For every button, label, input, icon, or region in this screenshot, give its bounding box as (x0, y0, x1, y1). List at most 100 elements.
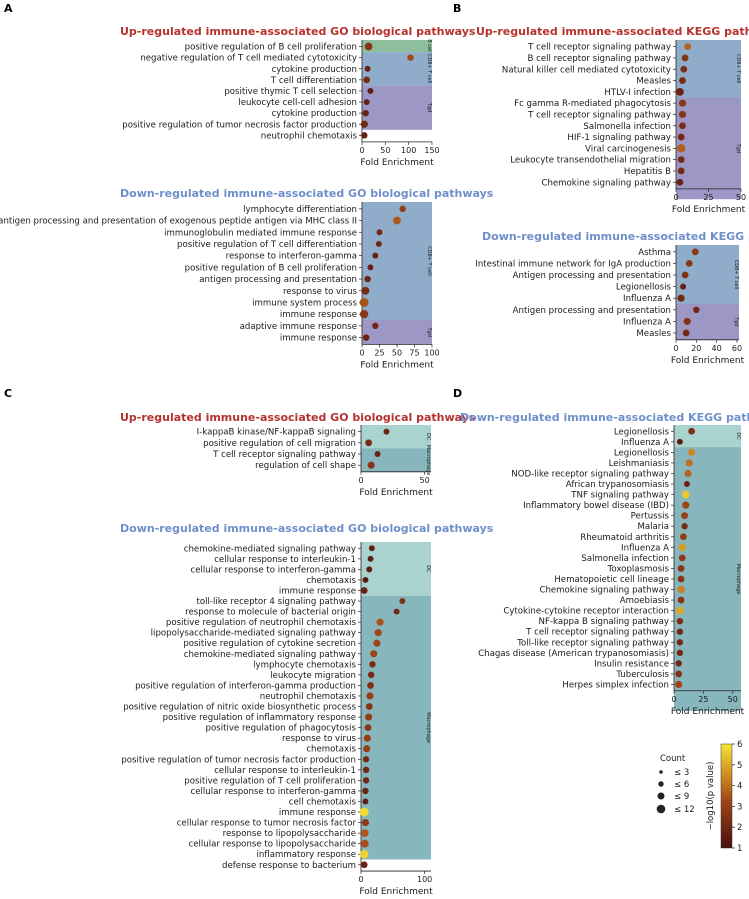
chart-title: Up-regulated immune-associated GO biolog… (120, 25, 476, 38)
data-point (677, 133, 685, 141)
data-point (677, 596, 685, 604)
data-point (359, 298, 369, 307)
chart-title: Down-regulated immune-associated KEGG pa… (482, 230, 749, 243)
term-label: immunoglobulin mediated immune response (164, 228, 357, 238)
group-label: Tgd (426, 102, 432, 112)
term-label: positive regulation of B cell proliferat… (185, 263, 357, 273)
data-point (407, 54, 414, 61)
x-tick-label: 50 (420, 476, 430, 485)
data-point (676, 628, 684, 635)
term-label: Antigen processing and presentation (513, 306, 671, 316)
term-label: cellular response to interferon-gamma (191, 787, 357, 797)
data-point (363, 99, 370, 106)
term-label: Cytokine-cytokine receptor interaction (503, 607, 669, 617)
term-label: cellular response to tumor necrosis fact… (177, 819, 357, 829)
legend-count-label-6: ≤ 6 (674, 780, 689, 790)
data-point (363, 334, 370, 341)
data-point (363, 734, 371, 742)
term-label: Legionellosis (614, 427, 670, 437)
legend-count-dot-9 (657, 792, 665, 800)
data-point (360, 839, 369, 848)
data-point (683, 317, 691, 325)
term-label: NOD-like receptor signaling pathway (511, 469, 669, 479)
data-point (367, 682, 374, 689)
data-point (681, 512, 688, 520)
term-label: Salmonella infection (581, 554, 669, 564)
group-label: DC (425, 565, 431, 573)
group-label: DC (425, 433, 431, 441)
term-label: T cell receptor signaling pathway (212, 450, 356, 460)
term-label: Hepatitis B (624, 167, 671, 177)
data-point (675, 670, 683, 678)
data-point (681, 54, 689, 62)
x-tick-label: 50 (736, 193, 746, 202)
group-band-tgd (362, 320, 432, 345)
data-point (359, 849, 369, 859)
x-tick-label: 150 (424, 146, 439, 155)
term-label: positive regulation of neutrophil chemot… (166, 618, 357, 628)
data-point (383, 428, 390, 435)
group-label: DC (735, 432, 741, 440)
term-label: Asthma (638, 248, 671, 258)
x-tick-label: 100 (424, 348, 439, 357)
term-label: Influenza A (623, 294, 671, 304)
data-point (688, 427, 696, 435)
x-axis-title: Fold Enrichment (360, 158, 434, 168)
term-label: chemokine-mediated signaling pathway (184, 544, 356, 554)
data-point (681, 490, 690, 499)
data-point (684, 43, 692, 51)
term-label: Legionellosis (616, 283, 672, 293)
term-label: Measles (636, 329, 671, 339)
data-point (367, 555, 374, 562)
data-point (361, 132, 368, 139)
colorbar (720, 743, 733, 849)
term-label: positive regulation of B cell proliferat… (185, 43, 357, 53)
term-label: immune response (279, 586, 356, 596)
term-label: Chagas disease (American trypanosomiasis… (478, 649, 669, 659)
data-point (681, 271, 689, 279)
term-label: antigen processing and presentation of e… (0, 217, 357, 227)
term-label: cytokine production (272, 65, 357, 75)
data-point (364, 42, 373, 51)
group-label: Macrophage (735, 564, 741, 595)
colorbar-ticks: 1 2 3 4 5 6 (732, 740, 742, 854)
x-tick-label: 60 (732, 344, 742, 353)
term-label: Inflammatory bowel disease (IBD) (523, 501, 669, 511)
data-point (375, 240, 382, 247)
group-band-dc (361, 425, 431, 449)
data-point (676, 649, 684, 657)
term-label: Antigen processing and presentation (513, 271, 671, 281)
legend-count-label-3: ≤ 3 (674, 768, 689, 778)
data-point (372, 322, 379, 330)
data-point (676, 178, 684, 186)
data-point (363, 76, 371, 84)
term-label: Chemokine signaling pathway (539, 586, 669, 596)
data-point (680, 533, 687, 541)
data-point (399, 598, 406, 604)
data-point (693, 306, 700, 313)
legend-count-dot-6 (658, 781, 664, 787)
legend-count-title: Count (660, 754, 686, 764)
data-point (370, 650, 378, 658)
x-tick-label: 50 (728, 695, 738, 704)
data-point (675, 606, 684, 615)
term-label: positive regulation of cytokine secretio… (183, 639, 356, 649)
term-label: cytokine production (272, 109, 357, 119)
data-point (368, 545, 375, 552)
x-axis-title: Fold Enrichment (672, 205, 746, 215)
data-point (361, 286, 370, 295)
term-label: B cell receptor signaling pathway (528, 54, 672, 64)
term-label: T cell receptor signaling pathway (527, 110, 671, 120)
data-point (678, 554, 686, 562)
term-label: chemotaxis (306, 576, 356, 586)
data-point (675, 660, 682, 667)
group-label: CD8+ T cell (735, 54, 741, 84)
term-label: positive regulation of T cell proliferat… (184, 776, 356, 786)
data-point (678, 110, 687, 119)
term-label: antigen processing and presentation (199, 275, 357, 285)
data-point (677, 565, 685, 572)
data-point (685, 259, 693, 267)
x-tick-label: 25 (698, 695, 708, 704)
term-label: Amoebiasis (620, 596, 670, 606)
term-label: Tuberculosis (615, 670, 669, 680)
